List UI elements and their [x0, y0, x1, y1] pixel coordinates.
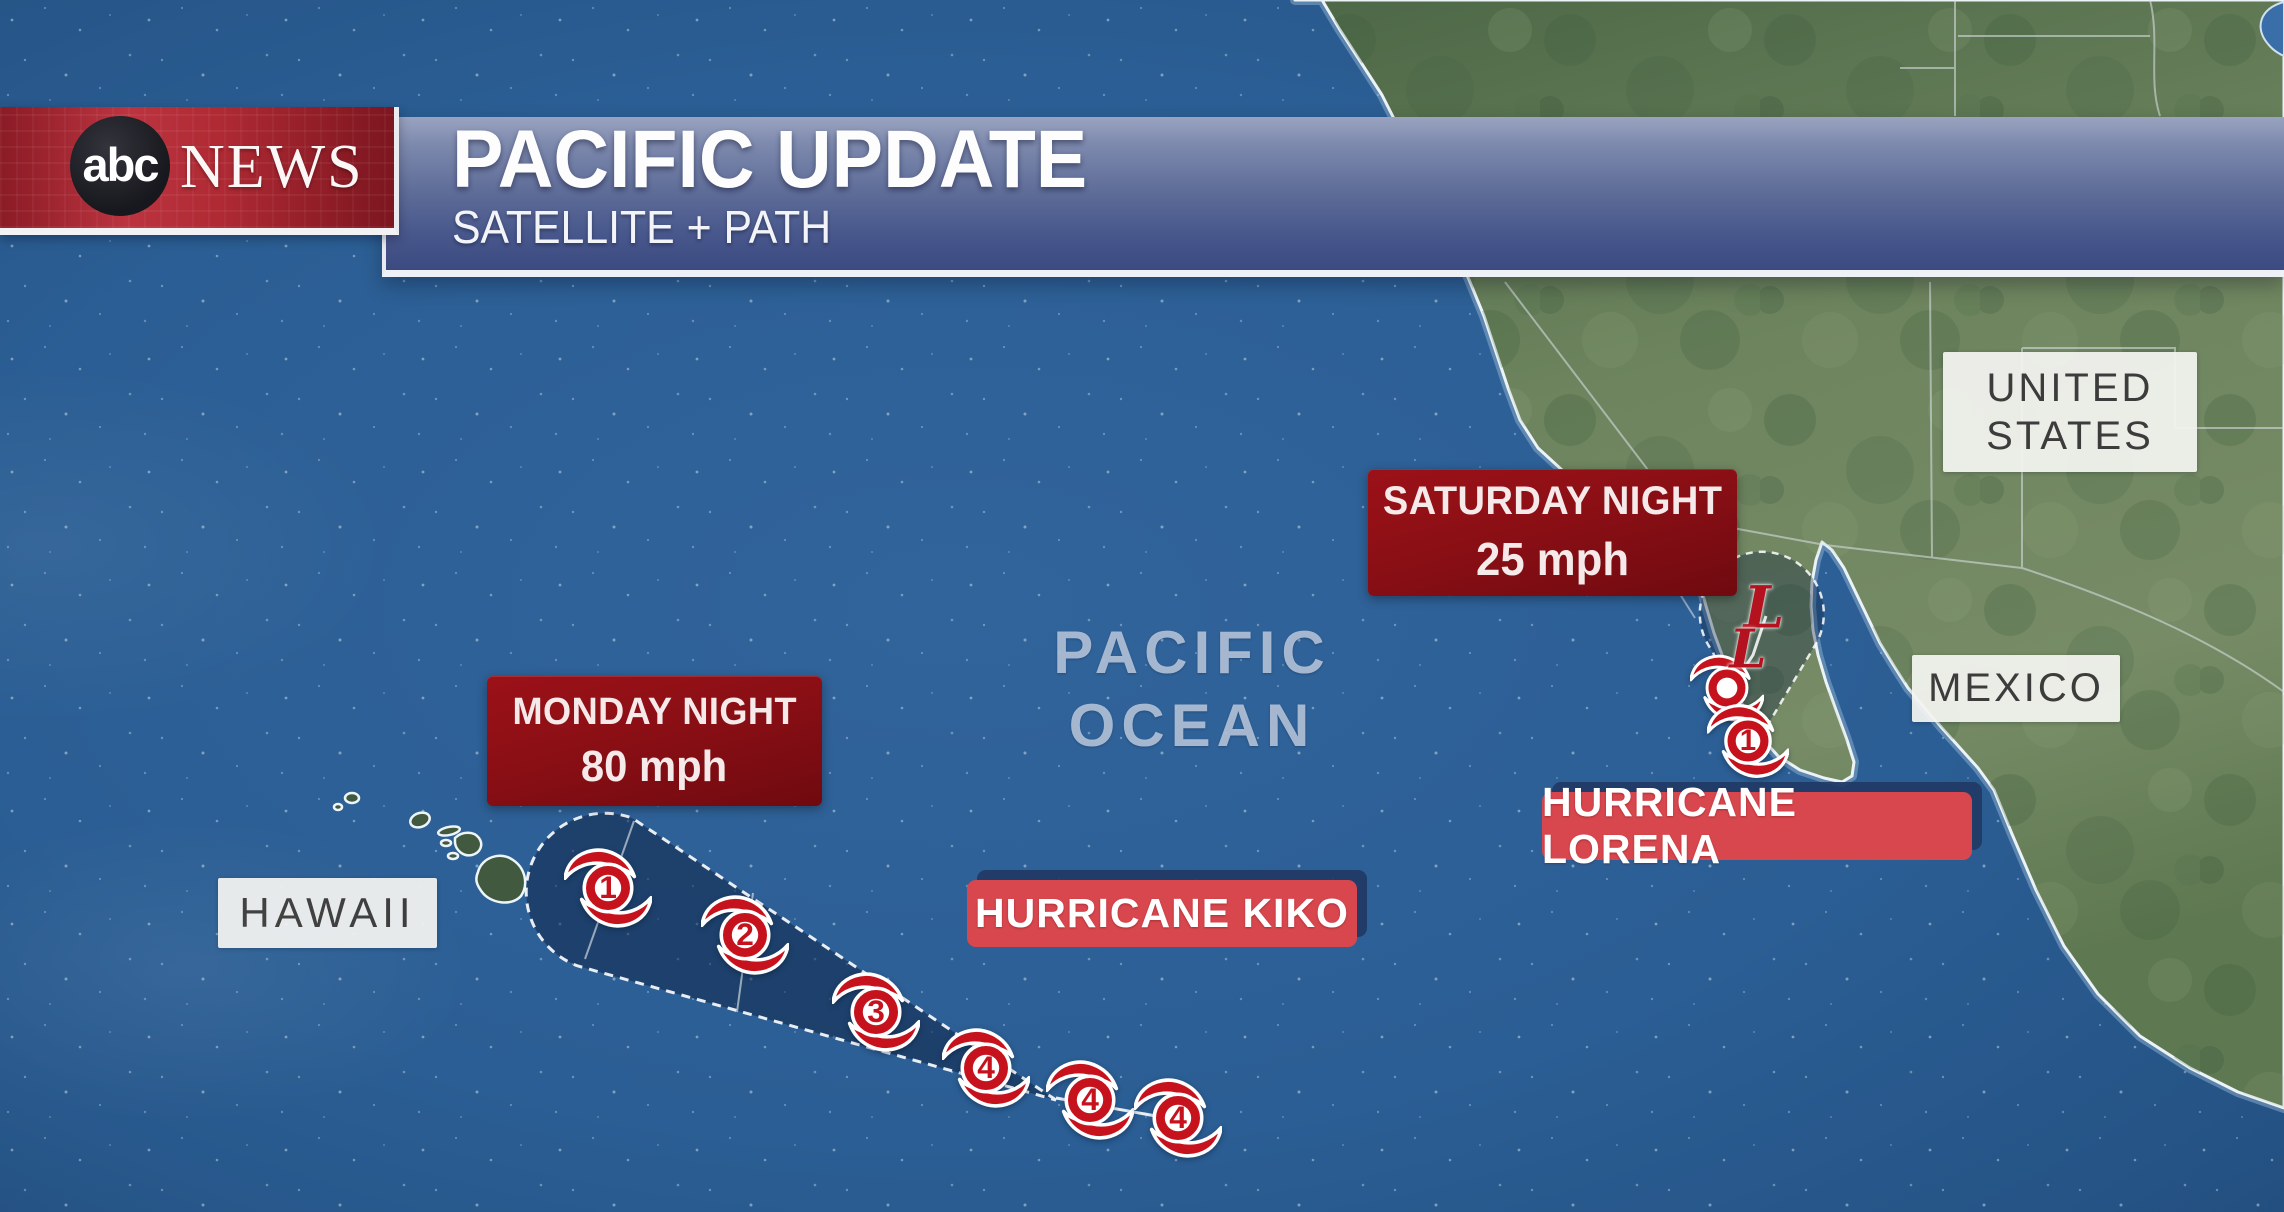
lorena-nameplate: HURRICANE LORENA: [1542, 779, 1972, 872]
kiko-forecast-callout: MONDAY NIGHT 80 mph: [487, 676, 822, 806]
kiko-track-point-4: 4: [942, 1024, 1030, 1112]
label-mexico-text: MEXICO: [1928, 666, 2104, 710]
ocean-label-line1: PACIFIC: [1053, 619, 1331, 686]
low-pressure-marker: L: [1743, 573, 1785, 642]
abc-news-logo: abc NEWS: [0, 107, 399, 235]
label-united-states: UNITED STATES: [1943, 352, 2197, 472]
label-mexico: MEXICO: [1912, 655, 2120, 722]
land-north-america: [1290, 0, 2284, 1113]
kiko-name: HURRICANE KIKO: [975, 890, 1349, 936]
page-subtitle: SATELLITE + PATH: [452, 201, 832, 253]
abc-logo-icon: abc: [70, 116, 170, 216]
label-us-line2: STATES: [1986, 414, 2154, 458]
hurricane-icon: [1046, 1060, 1134, 1140]
hurricane-icon: [701, 895, 789, 975]
label-us-line1: UNITED: [1986, 366, 2154, 410]
storm-category: 1: [1739, 724, 1757, 758]
kiko-track-point-2: 2: [701, 891, 789, 979]
storm-category: 3: [867, 993, 885, 1030]
kiko-track-point-3: 3: [832, 968, 920, 1056]
hurricane-icon: [564, 848, 652, 928]
kiko-nameplate: HURRICANE KIKO: [967, 880, 1357, 947]
ocean-label-line2: OCEAN: [1068, 692, 1316, 760]
kiko-track-point-5: 4: [1046, 1056, 1134, 1144]
lorena-forecast-callout: SATURDAY NIGHT 25 mph: [1368, 469, 1737, 596]
kiko-forecast-wind: 80 mph: [581, 741, 728, 791]
label-hawaii-text: HAWAII: [239, 889, 416, 936]
abc-logo-text: abc: [82, 137, 160, 191]
lorena-forecast-timing: SATURDAY NIGHT: [1382, 479, 1723, 523]
hurricane-icon: [942, 1028, 1030, 1108]
kiko-track-point-1: 1: [564, 844, 652, 932]
header-text-block: PACIFIC UPDATE SATELLITE + PATH: [452, 114, 1128, 253]
hurricane-icon: [832, 972, 920, 1052]
hawaiian-islands: [332, 791, 527, 904]
hurricane-icon: [1134, 1078, 1222, 1158]
lorena-forecast-wind: 25 mph: [1475, 533, 1629, 585]
page-title: PACIFIC UPDATE: [452, 114, 1088, 205]
lorena-track-point-2: 1: [1707, 700, 1789, 782]
storm-category: 2: [736, 916, 754, 953]
storm-category: 4: [1081, 1081, 1099, 1118]
header-banner: PACIFIC UPDATE SATELLITE + PATH: [382, 117, 2284, 277]
kiko-track-point-6: 4: [1134, 1074, 1222, 1162]
label-hawaii: HAWAII: [218, 878, 437, 948]
hurricane-icon: [1707, 704, 1789, 778]
label-pacific-ocean: PACIFIC OCEAN: [1002, 616, 1382, 762]
storm-category: 1: [599, 869, 617, 906]
news-wordmark: NEWS: [180, 133, 364, 201]
lorena-name: HURRICANE LORENA: [1542, 779, 1797, 872]
low-pressure-marker: L: [1729, 618, 1767, 681]
storm-category: 4: [1169, 1099, 1187, 1136]
river: [2259, 0, 2284, 58]
kiko-forecast-timing: MONDAY NIGHT: [512, 690, 797, 733]
storm-category: 4: [977, 1049, 995, 1086]
